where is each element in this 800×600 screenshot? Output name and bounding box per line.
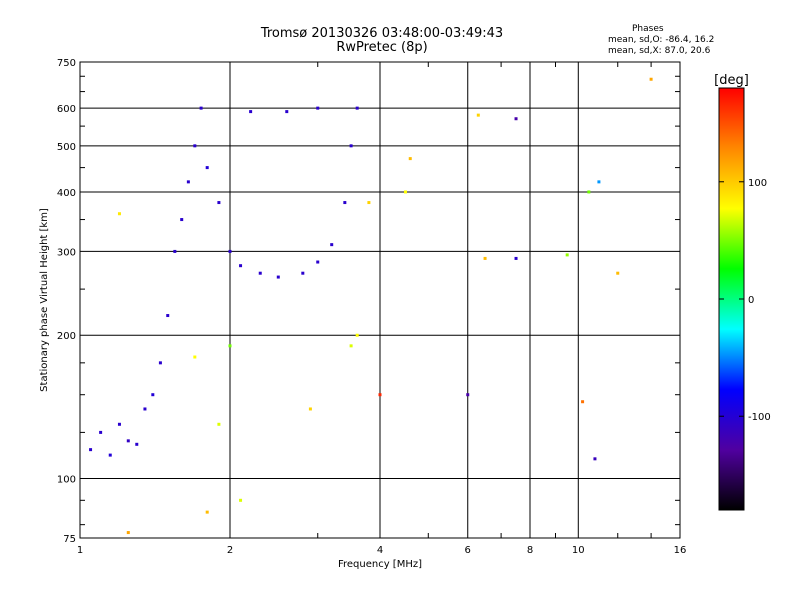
data-point: [285, 110, 289, 114]
stats-line-o: mean, sd,O: -86.4, 16.2: [608, 35, 715, 45]
data-point: [199, 106, 203, 110]
data-point: [349, 344, 353, 348]
data-point: [476, 113, 480, 117]
data-point: [135, 442, 139, 446]
data-point: [316, 260, 320, 264]
data-point: [249, 110, 253, 114]
data-point: [228, 249, 232, 253]
chart-subtitle: RwPretec (8p): [336, 40, 428, 55]
x-tick-label: 8: [527, 545, 533, 556]
data-point: [343, 201, 347, 205]
data-point: [581, 400, 585, 404]
data-point: [193, 144, 197, 148]
data-point: [173, 249, 177, 253]
data-point: [217, 422, 221, 426]
y-tick-label: 600: [57, 104, 76, 115]
data-point: [301, 271, 305, 275]
x-tick-label: 6: [465, 545, 471, 556]
data-point: [466, 393, 470, 397]
data-point: [355, 106, 359, 110]
data-point: [117, 212, 121, 216]
data-point: [378, 393, 382, 397]
y-tick-label: 300: [57, 247, 76, 258]
data-point: [649, 77, 653, 81]
data-point: [228, 344, 232, 348]
colorbar-label: [deg]: [714, 73, 749, 88]
data-point: [239, 498, 243, 502]
data-point: [565, 253, 569, 257]
data-point: [593, 457, 597, 461]
data-point: [616, 271, 620, 275]
stats-line-x: mean, sd,X: 87.0, 20.6: [608, 46, 711, 56]
data-point: [117, 422, 121, 426]
chart-title: Tromsø 20130326 03:48:00-03:49:43: [260, 26, 504, 41]
data-point: [483, 256, 487, 260]
data-point: [166, 314, 170, 318]
data-point: [239, 264, 243, 268]
data-point: [349, 144, 353, 148]
x-tick-label: 4: [377, 545, 383, 556]
data-point: [126, 439, 130, 443]
data-point: [180, 218, 184, 222]
data-point: [355, 333, 359, 337]
data-point: [205, 166, 209, 170]
data-point: [126, 531, 130, 535]
data-point: [587, 190, 591, 194]
data-point: [316, 106, 320, 110]
data-point: [258, 271, 262, 275]
data-point: [514, 117, 518, 121]
data-point: [205, 510, 209, 514]
data-point: [158, 361, 162, 365]
colorbar-tick-label: 100: [748, 178, 767, 189]
y-axis-label: Stationary phase Virtual Height [km]: [39, 208, 50, 392]
x-axis-label: Frequency [MHz]: [338, 559, 422, 570]
data-point: [99, 430, 103, 434]
data-point: [108, 453, 112, 457]
data-point: [308, 407, 312, 411]
data-point: [367, 201, 371, 205]
colorbar-tick-label: -100: [748, 412, 771, 423]
data-point: [514, 256, 518, 260]
data-point: [597, 180, 601, 184]
data-point: [408, 157, 412, 161]
stats-heading: Phases: [632, 24, 664, 34]
data-point: [330, 243, 334, 247]
data-point: [151, 393, 155, 397]
y-tick-label: 75: [63, 534, 76, 545]
data-point: [89, 448, 93, 452]
x-tick-label: 2: [227, 545, 233, 556]
y-tick-label: 100: [57, 475, 76, 486]
data-point: [143, 407, 147, 411]
data-point: [217, 201, 221, 205]
data-point: [186, 180, 190, 184]
data-point: [276, 275, 280, 279]
y-tick-label: 200: [57, 331, 76, 342]
data-point: [403, 190, 407, 194]
y-tick-label: 500: [57, 142, 76, 153]
x-tick-label: 16: [674, 545, 687, 556]
colorbar-tick-label: 0: [748, 295, 754, 306]
y-tick-label: 750: [57, 58, 76, 69]
y-tick-label: 400: [57, 188, 76, 199]
x-tick-label: 1: [77, 545, 83, 556]
x-tick-label: 10: [572, 545, 585, 556]
data-point: [193, 355, 197, 359]
